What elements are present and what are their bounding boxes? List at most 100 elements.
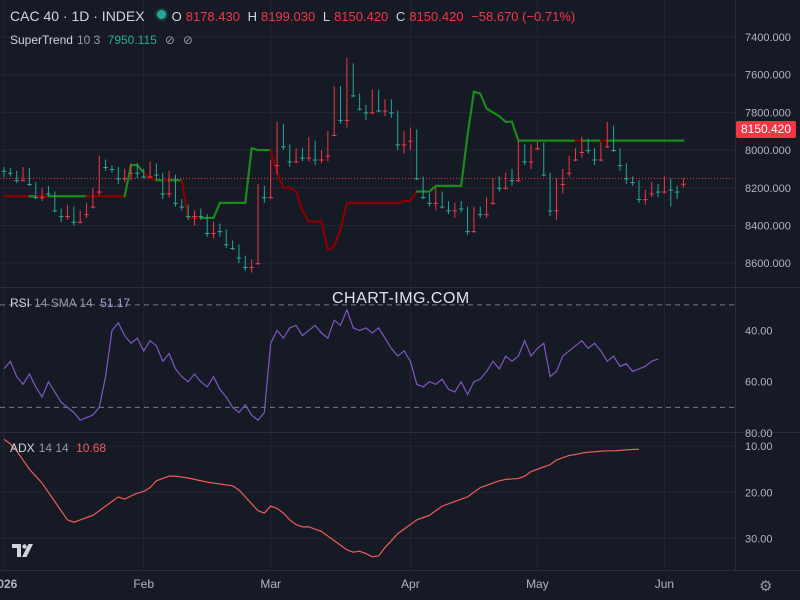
supertrend-segment: [269, 148, 279, 174]
candle-body: [331, 135, 337, 136]
candle-body: [230, 248, 235, 250]
visibility-off-icon[interactable]: ⊘: [182, 33, 193, 47]
adx-tick-label: 30.00: [745, 533, 773, 545]
adx-legend[interactable]: ADX 14 14 10.68: [10, 441, 110, 455]
supertrend-legend[interactable]: SuperTrend 10 3 7950.115 ⊘ ⊘: [10, 33, 197, 47]
candle-body: [52, 210, 58, 212]
supertrend-segment: [396, 199, 406, 204]
candle-body: [262, 197, 267, 199]
candle-body: [223, 244, 229, 246]
candle-body: [662, 191, 667, 193]
candle-body: [382, 110, 388, 112]
watermark: CHART-IMG.COM: [332, 290, 470, 307]
supertrend-segment: [250, 147, 260, 152]
candle-body: [484, 214, 489, 216]
rsi-legend[interactable]: RSI 14 SMA 14 51.17: [10, 296, 134, 310]
candle-body: [141, 176, 146, 178]
candle-body: [535, 148, 540, 150]
candle-body: [414, 178, 420, 180]
candle-body: [287, 161, 293, 163]
candle-body: [566, 172, 572, 174]
settings-gear-icon[interactable]: ⚙: [759, 578, 773, 595]
candle-body: [198, 216, 204, 218]
tradingview-logo-icon[interactable]: [10, 540, 38, 560]
low-value: 8150.420: [334, 9, 389, 24]
candle-body: [522, 161, 527, 163]
price-tick-label: 8000.000: [745, 145, 791, 157]
candle-body: [630, 182, 635, 184]
candle-body: [617, 165, 623, 167]
candle-body: [389, 112, 394, 114]
supertrend-segment: [409, 190, 418, 203]
visibility-off-icon[interactable]: ⊘: [164, 33, 175, 47]
supertrend-segment: [142, 171, 152, 180]
candle-body: [147, 176, 153, 178]
candle-body: [528, 161, 534, 163]
candle-body: [46, 193, 51, 195]
supertrend-segment: [301, 209, 310, 223]
candle-body: [439, 206, 445, 208]
supertrend-segment: [244, 147, 253, 204]
candle-body: [243, 266, 248, 268]
high-label: H: [247, 9, 257, 24]
supertrend-segment: [288, 186, 298, 193]
rsi-params: 14 SMA 14: [34, 296, 93, 310]
candle-body: [370, 112, 375, 114]
candle-body: [350, 95, 356, 97]
candle-body: [293, 161, 299, 163]
supertrend-segment: [326, 245, 336, 252]
candle-body: [179, 206, 185, 208]
candle-body: [611, 150, 616, 152]
candle-body: [300, 157, 305, 159]
candle-body: [192, 216, 197, 218]
candle-body: [122, 178, 127, 180]
candle-body: [268, 197, 273, 199]
rsi-value: 51.17: [100, 296, 131, 310]
supertrend-params: 10 3: [76, 33, 101, 47]
candle-body: [401, 144, 407, 146]
time-tick-label: Apr: [401, 577, 420, 591]
supertrend-segment: [180, 179, 190, 220]
supertrend-segment: [428, 184, 437, 193]
candle-body: [211, 233, 216, 234]
candle-body: [344, 119, 350, 121]
candle-body: [471, 231, 477, 233]
candle-body: [624, 178, 629, 180]
supertrend-segment: [136, 164, 145, 174]
candle-body: [116, 178, 121, 180]
candle-body: [357, 108, 362, 110]
supertrend-segment: [333, 228, 342, 248]
supertrend-segment: [479, 92, 488, 110]
candle-body: [458, 208, 464, 210]
candle-body: [649, 193, 654, 195]
price-tick-label: 7600.000: [745, 70, 791, 82]
candle-body: [674, 191, 680, 193]
candle-body: [560, 184, 566, 185]
price-tick-label: 8400.000: [745, 220, 791, 232]
candle-body: [604, 146, 610, 148]
candle-body: [103, 167, 108, 169]
candle-body: [1, 170, 7, 172]
candle-body: [554, 210, 559, 212]
symbol-title[interactable]: CAC 40 · 1D · INDEX: [10, 8, 145, 24]
candle-body: [96, 191, 102, 193]
candle-body: [14, 180, 19, 182]
candle-body: [160, 193, 166, 195]
candle-body: [573, 159, 578, 161]
candle-body: [338, 119, 343, 121]
candle-body: [681, 183, 686, 185]
candle-body: [433, 202, 439, 204]
candle-body: [490, 202, 496, 204]
price-tick-label: 7400.000: [745, 32, 791, 44]
candle-body: [90, 206, 96, 208]
candle-body: [281, 146, 286, 148]
candle-body: [236, 257, 242, 259]
candle-body: [497, 187, 502, 189]
market-status-icon: [154, 8, 168, 21]
candle-body: [8, 172, 13, 174]
candle-body: [65, 216, 70, 218]
candle-body: [173, 202, 178, 204]
candle-body: [668, 189, 674, 191]
supertrend-segment: [123, 164, 133, 198]
